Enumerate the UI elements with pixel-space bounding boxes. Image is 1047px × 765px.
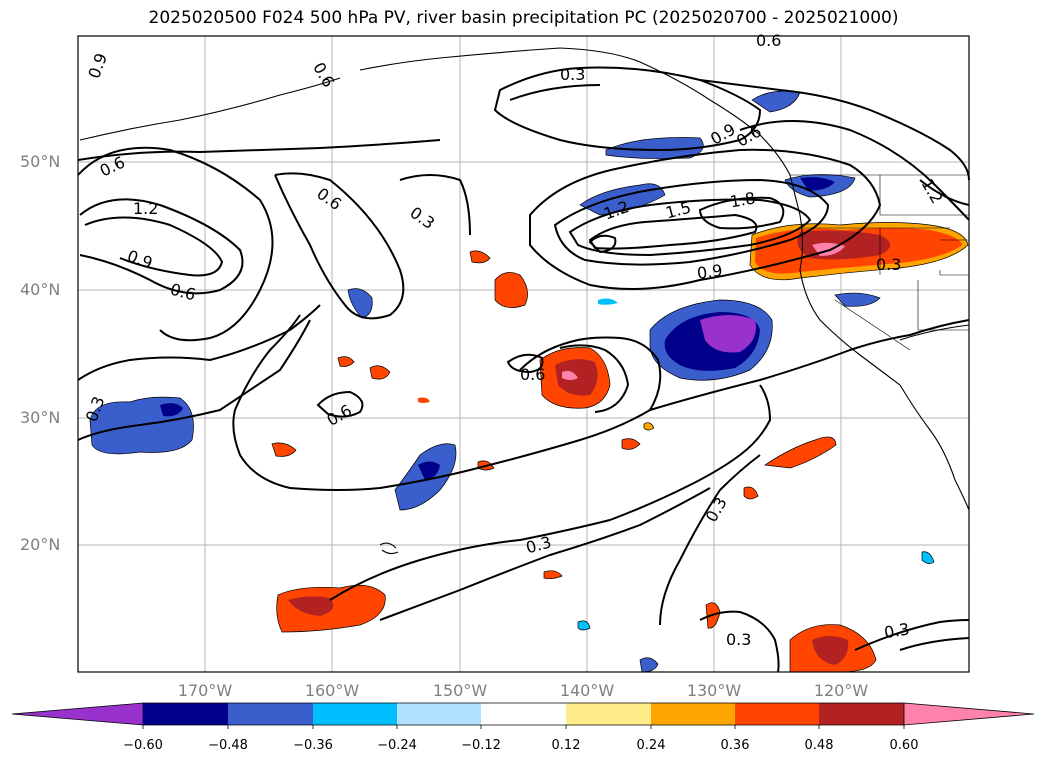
colorbar-bin: [481, 703, 566, 725]
colorbar-bin: [228, 703, 313, 725]
lon-label-130w: 130°W: [686, 681, 742, 700]
contour-label: 0.3: [560, 65, 585, 84]
colorbar-tick-label: −0.36: [293, 738, 333, 753]
colorbar-extend-high: [903, 702, 1035, 726]
colorbar-tick-label: −0.60: [123, 738, 163, 753]
lon-label-120w: 120°W: [813, 681, 869, 700]
lat-label-30n: 30°N: [20, 408, 61, 427]
colorbar-bin: [651, 703, 735, 725]
coastlines: [79, 47, 970, 555]
lat-label-40n: 40°N: [20, 280, 61, 299]
colorbar-tick-label: −0.48: [208, 738, 248, 753]
colorbar-bin: [566, 703, 651, 725]
boundaries: [790, 174, 969, 351]
map-frame: [77, 35, 970, 673]
map-panel: 0.9 0.6 1.2 0.9 0.6 0.6 0.3 0.3 0.6 0.3 …: [77, 31, 970, 673]
colorbar-bin: [735, 703, 819, 725]
precip-positive: [271, 222, 969, 673]
precip-negative: [89, 90, 935, 673]
colorbar-bin: [397, 703, 481, 725]
contour-label: 0.3: [883, 619, 911, 642]
colorbar-bin: [143, 703, 228, 725]
colorbar-tick-label: −0.24: [377, 738, 417, 753]
lat-label-20n: 20°N: [20, 535, 61, 554]
colorbar-tick-label: 0.36: [720, 738, 750, 753]
colorbar-tick-label: 0.60: [889, 738, 919, 753]
lon-label-140w: 140°W: [559, 681, 615, 700]
colorbar-bin: [819, 703, 904, 725]
lon-label-150w: 150°W: [432, 681, 488, 700]
lon-label-170w: 170°W: [177, 681, 233, 700]
contour-label: 0.6: [520, 365, 545, 384]
pv-contours: [77, 66, 970, 673]
colorbar-tick-label: 0.24: [636, 738, 666, 753]
colorbar: [11, 702, 1035, 729]
contour-label: 1.2: [133, 199, 158, 218]
map-title: 2025020500 F024 500 hPa PV, river basin …: [148, 8, 899, 28]
contour-label: 0.3: [876, 255, 901, 274]
colorbar-bin: [313, 703, 397, 725]
lat-label-50n: 50°N: [20, 152, 61, 171]
colorbar-tick-label: −0.12: [461, 738, 501, 753]
contour-label: 0.9: [696, 261, 724, 283]
colorbar-extend-low: [11, 702, 144, 726]
colorbar-tick-label: 0.48: [804, 738, 834, 753]
contour-label: 0.3: [726, 630, 751, 649]
colorbar-tick-label: 0.12: [551, 738, 581, 753]
contour-label: 0.6: [756, 31, 781, 50]
contour-label: 1.8: [728, 188, 756, 211]
lon-label-160w: 160°W: [304, 681, 360, 700]
